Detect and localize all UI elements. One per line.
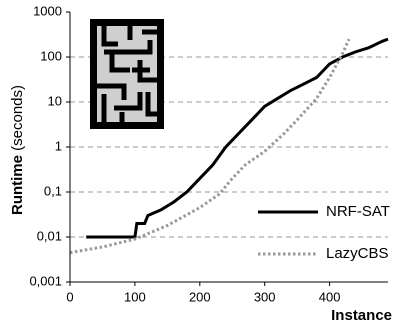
y-tick-label: 0,001 <box>29 273 62 288</box>
x-tick-label: 100 <box>124 289 146 304</box>
y-tick-label: 10 <box>48 93 62 108</box>
y-axis-label: Runtime (seconds) <box>9 85 26 215</box>
legend-bg <box>254 240 390 268</box>
series-line <box>69 38 351 255</box>
maze-walls <box>97 26 157 122</box>
x-tick-label: 400 <box>319 289 341 304</box>
y-axis-label-unit: (seconds) <box>9 85 26 151</box>
x-tick-label: 0 <box>66 289 73 304</box>
x-axis-label: Instance <box>331 307 392 324</box>
legend-label: LazyCBS <box>326 245 389 262</box>
plot <box>69 37 389 255</box>
legend-label: NRF-SAT <box>326 203 390 220</box>
grid <box>70 56 388 238</box>
y-axis-label-main: Runtime <box>9 155 26 215</box>
y-tick-label: 0,01 <box>37 228 62 243</box>
x-tick-label: 300 <box>254 289 276 304</box>
y-tick-label: 1 <box>55 138 62 153</box>
maze-icon <box>90 19 164 129</box>
x-tick-label: 200 <box>189 289 211 304</box>
y-tick-label: 100 <box>40 48 62 63</box>
series-line <box>86 37 389 239</box>
y-tick-label: 1000 <box>33 3 62 18</box>
y-tick-label: 0,1 <box>44 183 62 198</box>
